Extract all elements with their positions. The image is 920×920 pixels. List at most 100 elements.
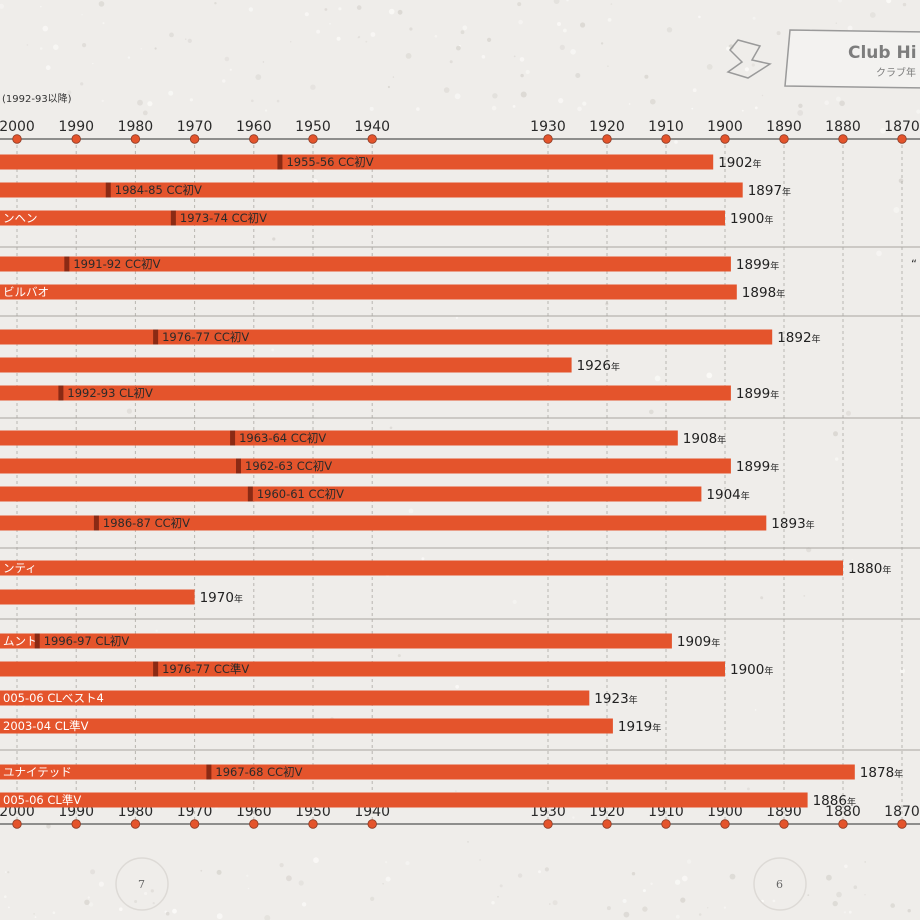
- founded-unit: 年: [806, 519, 815, 531]
- texture-speck: [513, 55, 516, 58]
- texture-speck: [449, 60, 453, 64]
- texture-speck: [222, 79, 226, 83]
- founded-label: 1899年: [736, 459, 779, 475]
- texture-speck: [674, 879, 681, 885]
- founded-label: 1899年: [736, 386, 779, 402]
- tick-label-top-1960: 1960: [236, 119, 272, 135]
- texture-speck: [356, 5, 362, 10]
- tick-label-bottom-1970: 1970: [177, 804, 213, 820]
- texture-speck: [264, 915, 271, 920]
- tick-label-top-1930: 1930: [530, 119, 566, 135]
- axes: 2000 1990 1980 1970 1960 1950 1940 1930 1920 1910…: [0, 119, 920, 829]
- texture-speck: [622, 898, 627, 904]
- bar: [0, 661, 725, 677]
- texture-speck: [246, 874, 249, 877]
- tick-label-top-2000: 2000: [0, 119, 35, 135]
- milestone-marker: [93, 515, 99, 531]
- texture-speck: [899, 668, 906, 674]
- texture-speck: [301, 902, 307, 907]
- texture-speck: [81, 14, 83, 16]
- tick-label-top-1980: 1980: [118, 119, 154, 135]
- founded-label: 1886年: [813, 793, 856, 809]
- texture-speck: [329, 23, 331, 25]
- founded-unit: 年: [764, 214, 773, 226]
- texture-speck: [216, 913, 223, 920]
- tick-label-bottom-1980: 1980: [118, 804, 154, 820]
- texture-speck: [517, 873, 523, 878]
- texture-speck: [385, 861, 388, 864]
- tick-label-bottom-1890: 1890: [766, 804, 802, 820]
- tick-label-top-1900: 1900: [707, 119, 743, 135]
- tick-dot-top-1940: [367, 134, 377, 144]
- texture-speck: [558, 98, 564, 104]
- texture-speck: [279, 863, 284, 868]
- texture-speck: [864, 894, 866, 896]
- texture-speck: [7, 906, 10, 909]
- texture-speck: [247, 887, 250, 890]
- texture-speck: [563, 28, 567, 33]
- texture-speck: [674, 140, 678, 144]
- bar-row: 005-06 CL準V 1886年: [0, 792, 856, 809]
- texture-speck: [98, 1, 105, 7]
- tick-dot-bottom-1970: [189, 819, 200, 829]
- texture-speck: [262, 61, 265, 63]
- texture-speck: [455, 316, 458, 319]
- ribbon-icon: [726, 39, 772, 79]
- texture-speck: [409, 27, 413, 31]
- founded-unit: 年: [847, 796, 856, 808]
- texture-speck: [890, 903, 895, 908]
- texture-speck: [642, 889, 646, 893]
- texture-speck: [42, 25, 49, 32]
- texture-speck: [706, 64, 713, 70]
- tick-dot-bottom-1910: [661, 819, 671, 829]
- founded-label: 1900年: [730, 211, 773, 227]
- texture-speck: [455, 684, 460, 689]
- milestone-label: 1976-77 CC初V: [162, 330, 249, 344]
- texture-speck: [844, 864, 848, 869]
- texture-speck: [92, 62, 94, 65]
- texture-speck: [780, 884, 782, 886]
- texture-speck: [4, 895, 7, 898]
- texture-speck: [765, 220, 767, 222]
- bar-row: 2003-04 CL準V 1919年: [0, 718, 661, 735]
- bar-label: 2003-04 CL準V: [3, 719, 89, 733]
- bar-label: ビルバオ: [3, 285, 49, 299]
- texture-speck: [517, 2, 522, 7]
- bar-label: ンヘン: [3, 211, 38, 225]
- texture-speck: [416, 107, 420, 111]
- texture-speck: [544, 475, 547, 478]
- tick-label-bottom-1880: 1880: [825, 804, 861, 820]
- bar: [0, 792, 808, 808]
- founded-unit: 年: [770, 260, 779, 272]
- texture-speck: [570, 49, 576, 55]
- founded-label: 1909年: [677, 634, 720, 650]
- texture-speck: [628, 103, 631, 105]
- texture-speck: [553, 0, 560, 4]
- founded-label: 1878年: [860, 765, 903, 781]
- texture-speck: [304, 12, 309, 17]
- bar: [0, 357, 572, 373]
- texture-speck: [776, 31, 781, 36]
- texture-speck: [168, 90, 174, 96]
- texture-speck: [847, 25, 853, 31]
- texture-speck: [644, 74, 649, 79]
- texture-speck: [134, 900, 138, 903]
- texture-speck: [582, 101, 587, 106]
- tick-dot-bottom-1880: [838, 819, 848, 829]
- texture-speck: [853, 885, 858, 889]
- founded-label: 1898年: [742, 285, 785, 301]
- tick-dot-bottom-1870: [897, 819, 907, 829]
- bar-row: 1991-92 CC初V 1899年: [0, 256, 779, 273]
- texture-speck: [893, 207, 900, 213]
- texture-speck: [557, 22, 561, 26]
- milestone-label: 1996-97 CL初V: [44, 634, 130, 648]
- texture-speck: [455, 790, 457, 792]
- founded-label: 1926年: [577, 358, 620, 374]
- texture-speck: [80, 82, 84, 86]
- tick-dot-top-1930: [543, 134, 553, 144]
- texture-speck: [835, 22, 837, 24]
- tick-label-top-1940: 1940: [354, 119, 390, 135]
- founded-label: 1904年: [706, 487, 749, 503]
- texture-speck: [276, 99, 280, 103]
